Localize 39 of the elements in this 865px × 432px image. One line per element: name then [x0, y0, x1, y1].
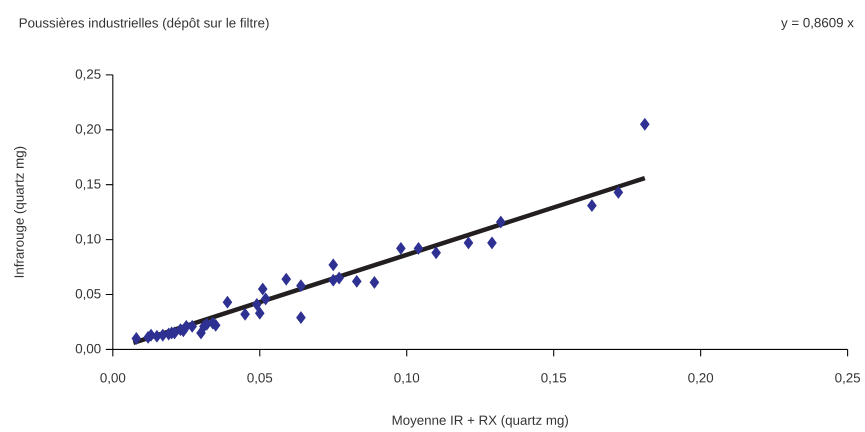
point — [464, 236, 474, 250]
x-tick-label: 0,10 — [394, 373, 420, 384]
point — [370, 276, 380, 289]
point — [255, 306, 265, 320]
point — [396, 242, 406, 255]
text: y = 0,8609 x — [781, 18, 854, 30]
point — [352, 275, 362, 288]
point — [334, 272, 344, 284]
y-tick-label: 0,25 — [76, 69, 101, 80]
point — [252, 298, 262, 311]
point — [496, 216, 506, 228]
point — [431, 246, 441, 260]
y-axis-title: Infrarouge (quartz mg) — [14, 146, 26, 278]
point — [640, 118, 650, 131]
x-tick-label: 0,00 — [100, 373, 126, 384]
point — [222, 296, 232, 308]
point — [487, 236, 497, 250]
point — [328, 258, 338, 272]
x-tick-label: 0,20 — [688, 373, 714, 384]
point — [258, 282, 268, 296]
point — [281, 272, 291, 286]
point — [132, 332, 142, 345]
y-tick-label: 0,20 — [76, 124, 101, 136]
point — [240, 308, 250, 321]
point — [414, 242, 424, 255]
chart-title: Poussières industrielles (dépôt sur le filtre) — [20, 18, 269, 30]
x-axis-title: Moyenne IR + RX (quartz mg) — [392, 415, 568, 428]
point — [587, 199, 597, 212]
y-tick-label: 0,05 — [76, 289, 101, 300]
x-tick-label: 0,05 — [247, 373, 272, 384]
point — [296, 311, 306, 324]
point — [296, 279, 306, 292]
y-tick-label: 0,00 — [76, 344, 101, 355]
y-tick-label: 0,10 — [76, 234, 101, 246]
point — [614, 186, 624, 199]
point — [260, 292, 270, 306]
x-tick-label: 0,15 — [541, 373, 566, 384]
x-tick-label: 0,25 — [835, 373, 860, 384]
y-tick-label: 0,15 — [76, 179, 101, 190]
